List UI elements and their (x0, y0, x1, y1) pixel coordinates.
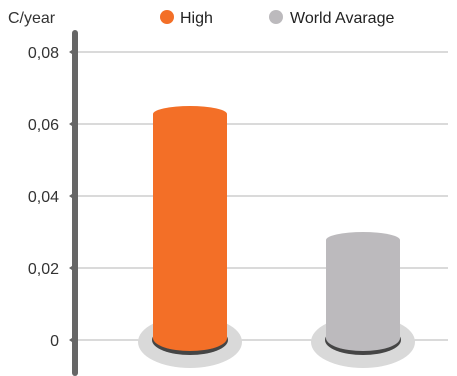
y-axis-ticks: 0 0,02 0,04 0,06 0,08 (28, 45, 75, 350)
y-tick-label: 0,06 (28, 117, 59, 134)
y-tick-label: 0,08 (28, 45, 59, 62)
bars (153, 106, 400, 351)
y-tick-label: 0,04 (28, 189, 59, 206)
legend-label-high: High (180, 10, 213, 27)
y-axis (72, 30, 78, 376)
legend: High World Avarage (160, 10, 394, 27)
legend-swatch-world-average (269, 10, 283, 24)
y-tick-label: 0,02 (28, 261, 59, 278)
legend-item-high: High (160, 10, 213, 27)
legend-label-world-average: World Avarage (290, 10, 394, 27)
y-axis-unit-label: C/year (8, 10, 56, 27)
bar-world-average (326, 232, 400, 351)
legend-item-world-average: World Avarage (269, 10, 394, 27)
bar-high (153, 106, 227, 351)
y-tick-label: 0 (50, 333, 59, 350)
legend-swatch-high (160, 10, 174, 24)
